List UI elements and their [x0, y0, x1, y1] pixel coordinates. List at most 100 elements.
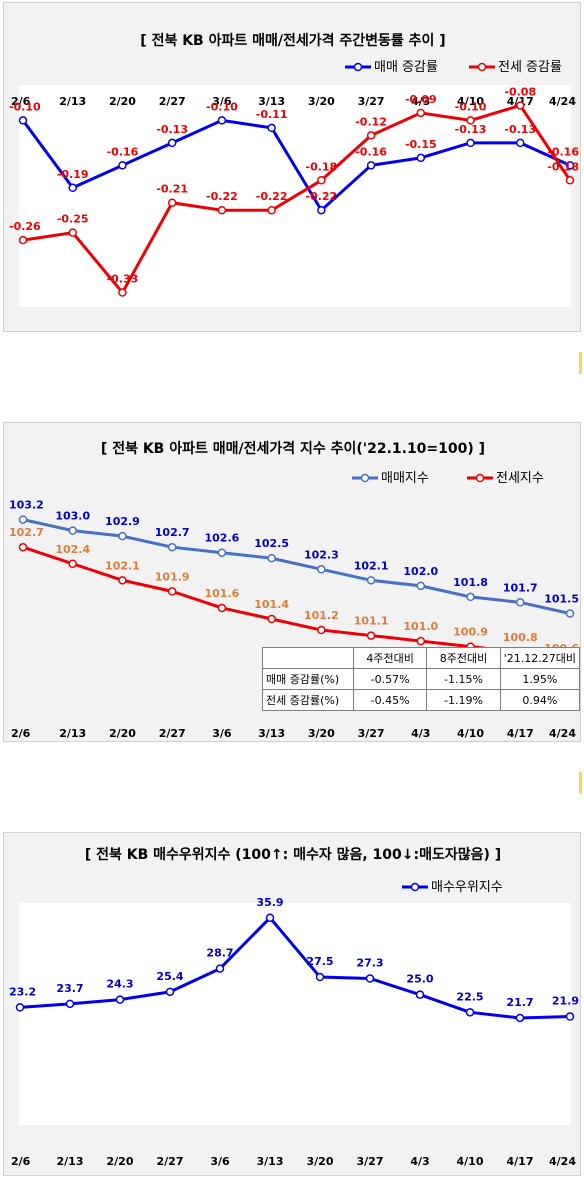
- data-point: [565, 1012, 575, 1021]
- data-point: [167, 587, 177, 596]
- data-label: 101.8: [453, 576, 488, 589]
- data-point: [366, 131, 376, 140]
- data-point: [416, 581, 426, 591]
- data-point: [68, 183, 77, 193]
- data-point: [565, 176, 575, 185]
- data-label: -0.13: [156, 123, 188, 136]
- table-row: 매매 증감률(%) -0.57% -1.15% 1.95%: [262, 668, 581, 690]
- data-point: [516, 598, 525, 607]
- data-point: [317, 625, 326, 635]
- data-point: [465, 1008, 475, 1017]
- x-tick-label: 2/6: [11, 727, 31, 740]
- change-rate-table: 4주전대비 8주전대비 '21.12.27대비 매매 증감률(%) -0.57%…: [262, 647, 581, 711]
- data-label: 101.9: [155, 570, 190, 583]
- table-cell: -0.45%: [352, 689, 428, 711]
- data-point: [118, 288, 127, 297]
- x-tick-label: 4/10: [457, 727, 484, 740]
- data-point: [167, 542, 177, 552]
- data-label: -0.16: [355, 145, 387, 158]
- data-point: [565, 161, 575, 170]
- data-label: 102.6: [205, 532, 240, 545]
- data-label: -0.22: [256, 190, 288, 203]
- data-point: [416, 153, 426, 163]
- x-tick-label: 2/20: [109, 95, 136, 108]
- data-point: [217, 116, 227, 125]
- data-point: [317, 176, 326, 185]
- legend-label-sale: 매매 증감률: [374, 60, 438, 75]
- x-tick-label: 3/6: [210, 1155, 230, 1168]
- x-tick-label: 2/13: [59, 727, 86, 740]
- data-label: 101.7: [503, 581, 538, 594]
- data-label: -0.33: [107, 273, 139, 286]
- table-header-cell: 8주전대비: [426, 647, 501, 669]
- table-header-cell: '21.12.27대비: [499, 647, 581, 669]
- legend-label-jeonse-index: 전세지수: [496, 471, 544, 486]
- x-tick-label: 4/24: [549, 95, 576, 108]
- data-label: 23.7: [56, 982, 83, 995]
- x-tick-label: 3/20: [308, 95, 335, 108]
- data-point: [65, 999, 75, 1009]
- data-point: [315, 972, 325, 982]
- data-point: [18, 542, 28, 552]
- x-tick-label: 3/20: [308, 727, 335, 740]
- x-tick-label: 4/10: [457, 95, 484, 108]
- data-point: [466, 592, 475, 602]
- weekly-change-chart-panel: [ 전북 KB 아파트 매매/전세가격 주간변동률 추이 ] 매매 증감률 전세…: [3, 2, 581, 332]
- data-label: 24.3: [106, 978, 133, 991]
- data-point: [215, 964, 225, 973]
- data-label: 103.0: [55, 510, 90, 523]
- data-label: 25.4: [156, 970, 183, 983]
- legend-marker-buyer-index: [410, 882, 420, 892]
- x-tick-label: 3/20: [307, 1155, 334, 1168]
- data-point: [118, 161, 127, 170]
- data-point: [267, 123, 276, 133]
- x-tick-label: 4/3: [411, 95, 430, 108]
- data-point: [317, 205, 326, 215]
- table-cell: 1.95%: [499, 668, 581, 690]
- data-label: -0.12: [355, 115, 387, 128]
- legend-marker-sale: [353, 62, 363, 72]
- data-label: -0.18: [547, 160, 579, 173]
- data-label: -0.18: [306, 160, 338, 173]
- data-point: [165, 987, 175, 997]
- x-tick-label: 4/17: [507, 1155, 534, 1168]
- data-label: 28.7: [206, 947, 233, 960]
- data-label: 25.0: [406, 973, 433, 986]
- x-tick-label: 2/27: [157, 1155, 184, 1168]
- data-point: [15, 1003, 25, 1012]
- data-point: [565, 609, 575, 618]
- table-cell: -1.19%: [426, 689, 501, 711]
- series-line: [22, 518, 571, 615]
- data-point: [416, 108, 426, 118]
- data-label: 22.5: [456, 990, 483, 1003]
- data-point: [466, 138, 475, 148]
- data-label: -0.10: [455, 100, 487, 113]
- data-point: [167, 138, 177, 148]
- series-line: [22, 103, 572, 295]
- data-label: 23.2: [9, 985, 36, 998]
- data-label: 100.9: [453, 626, 488, 639]
- table-cell: -1.15%: [426, 668, 501, 690]
- data-label: -0.15: [405, 138, 437, 151]
- table-row-header: 매매 증감률(%): [262, 668, 354, 690]
- series-line: [19, 916, 571, 1020]
- data-label: 101.4: [254, 598, 289, 611]
- data-label: 102.5: [254, 537, 289, 550]
- legend-label-buyer-index: 매수우위지수: [431, 880, 503, 895]
- x-tick-label: 3/6: [212, 727, 232, 740]
- data-point: [18, 515, 28, 524]
- data-point: [167, 198, 177, 207]
- data-label: 21.9: [552, 995, 579, 1008]
- data-point: [217, 548, 227, 557]
- series-line: [21, 118, 571, 212]
- table-cell: 0.94%: [499, 689, 581, 711]
- data-label: 27.3: [356, 956, 383, 969]
- data-label: 21.7: [506, 996, 533, 1009]
- data-point: [267, 553, 276, 563]
- table-header-cell: 4주전대비: [352, 647, 428, 669]
- x-tick-label: 2/13: [57, 1155, 84, 1168]
- table-cell: -0.57%: [352, 668, 428, 690]
- index-chart-panel: [ 전북 KB 아파트 매매/전세가격 지수 추이('22.1.10=100) …: [3, 422, 581, 742]
- data-point: [466, 116, 475, 125]
- data-label: -0.26: [9, 220, 41, 233]
